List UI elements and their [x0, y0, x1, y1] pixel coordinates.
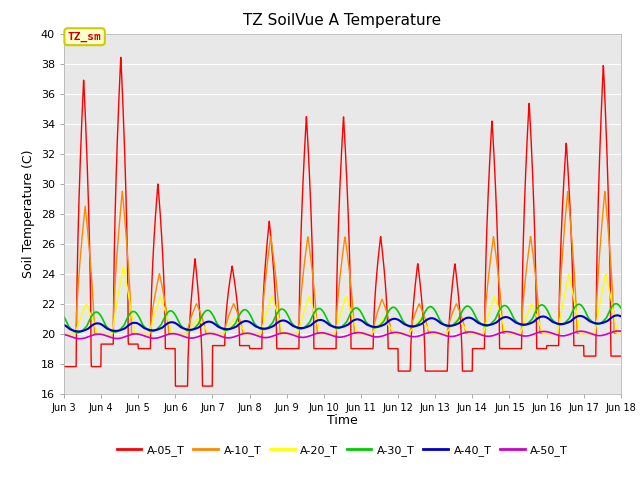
- A-05_T: [216, 343, 223, 348]
- A-10_T: [371, 319, 379, 325]
- A-05_T: [505, 346, 513, 351]
- A-40_T: [613, 312, 621, 318]
- A-20_T: [617, 331, 625, 336]
- A-20_T: [371, 326, 379, 332]
- A-40_T: [584, 316, 591, 322]
- A-50_T: [60, 332, 68, 337]
- A-30_T: [60, 314, 68, 320]
- A-05_T: [60, 364, 68, 370]
- A-30_T: [74, 330, 81, 336]
- A-40_T: [216, 324, 223, 330]
- A-10_T: [216, 331, 223, 336]
- A-50_T: [216, 333, 223, 339]
- A-20_T: [568, 285, 575, 291]
- A-50_T: [359, 330, 367, 336]
- A-50_T: [614, 328, 622, 334]
- A-50_T: [617, 328, 625, 334]
- A-30_T: [216, 324, 223, 329]
- Line: A-05_T: A-05_T: [64, 57, 621, 386]
- A-40_T: [617, 313, 625, 319]
- A-50_T: [504, 329, 512, 335]
- A-50_T: [371, 334, 379, 340]
- A-10_T: [504, 331, 512, 336]
- A-20_T: [504, 331, 512, 336]
- A-40_T: [359, 318, 367, 324]
- A-20_T: [60, 331, 68, 336]
- A-20_T: [216, 331, 223, 336]
- A-10_T: [584, 331, 591, 336]
- A-05_T: [584, 353, 591, 359]
- A-30_T: [612, 301, 620, 307]
- Legend: A-05_T, A-10_T, A-20_T, A-30_T, A-40_T, A-50_T: A-05_T, A-10_T, A-20_T, A-30_T, A-40_T, …: [113, 440, 572, 460]
- A-30_T: [504, 305, 512, 311]
- A-05_T: [359, 346, 367, 351]
- A-50_T: [76, 336, 84, 342]
- Line: A-50_T: A-50_T: [64, 331, 621, 339]
- A-30_T: [617, 305, 625, 311]
- A-10_T: [118, 188, 126, 194]
- A-50_T: [584, 329, 591, 335]
- X-axis label: Time: Time: [327, 414, 358, 427]
- A-40_T: [568, 317, 575, 323]
- A-05_T: [117, 54, 125, 60]
- A-30_T: [359, 312, 367, 318]
- Text: TZ_sm: TZ_sm: [68, 32, 102, 42]
- A-40_T: [504, 315, 512, 321]
- A-05_T: [617, 353, 625, 359]
- Title: TZ SoilVue A Temperature: TZ SoilVue A Temperature: [243, 13, 442, 28]
- A-30_T: [371, 325, 379, 331]
- A-10_T: [60, 331, 68, 336]
- A-30_T: [568, 310, 575, 316]
- A-50_T: [568, 331, 575, 336]
- A-40_T: [371, 324, 379, 330]
- A-10_T: [359, 331, 367, 336]
- Y-axis label: Soil Temperature (C): Soil Temperature (C): [22, 149, 35, 278]
- A-10_T: [617, 331, 625, 336]
- A-30_T: [584, 313, 591, 319]
- Line: A-30_T: A-30_T: [64, 304, 621, 333]
- A-20_T: [120, 264, 127, 269]
- Line: A-40_T: A-40_T: [64, 315, 621, 332]
- A-40_T: [60, 322, 68, 328]
- A-05_T: [568, 255, 576, 261]
- A-20_T: [584, 331, 591, 336]
- A-20_T: [359, 331, 367, 336]
- Line: A-10_T: A-10_T: [64, 191, 621, 334]
- A-05_T: [172, 383, 179, 389]
- Line: A-20_T: A-20_T: [64, 266, 621, 334]
- A-40_T: [75, 329, 83, 335]
- A-05_T: [371, 294, 379, 300]
- A-10_T: [568, 236, 575, 241]
